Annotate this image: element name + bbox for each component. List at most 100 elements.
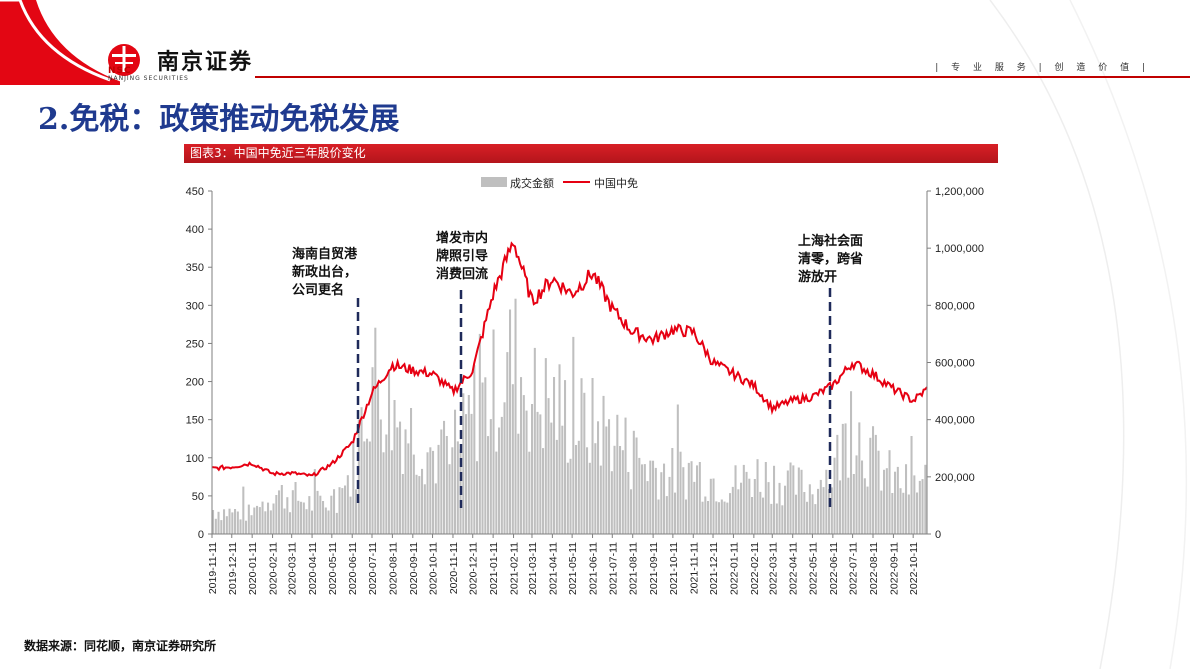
volume-bar [588, 462, 591, 534]
volume-bar [924, 464, 927, 534]
volume-bar [781, 505, 784, 534]
volume-bar [561, 425, 564, 534]
volume-bar [503, 402, 506, 534]
volume-bar [462, 393, 465, 534]
volume-bar [344, 485, 347, 534]
volume-bar [451, 447, 454, 534]
volume-bar [861, 460, 864, 534]
volume-bar [729, 493, 732, 534]
volume-bar [437, 444, 440, 534]
x-axis-tick-label: 2019-12-11 [227, 542, 239, 595]
volume-bar [726, 502, 729, 534]
x-axis-tick-label: 2020-12-11 [468, 542, 480, 595]
volume-bar [797, 467, 800, 534]
volume-bar [880, 490, 883, 534]
volume-bar [564, 380, 567, 534]
volume-bar [715, 501, 718, 534]
volume-bar [830, 487, 833, 534]
volume-bar [638, 457, 641, 534]
volume-bar [894, 471, 897, 534]
volume-bar [553, 377, 556, 534]
volume-bar [745, 471, 748, 534]
volume-bar [429, 447, 432, 534]
volume-bar [572, 336, 575, 534]
volume-bar [577, 440, 580, 534]
volume-bar [621, 450, 624, 534]
volume-bar [819, 479, 822, 534]
left-axis-tick-label: 200 [186, 377, 204, 389]
volume-bar [918, 480, 921, 534]
volume-bar [544, 358, 547, 534]
volume-bar [863, 478, 866, 534]
volume-bar [272, 503, 275, 534]
x-axis-tick-label: 2020-11-11 [448, 542, 460, 594]
volume-bar [701, 501, 704, 534]
volume-bar [231, 512, 234, 534]
volume-bar [418, 476, 421, 534]
volume-bar [616, 414, 619, 534]
volume-bar [517, 433, 520, 534]
volume-bar [500, 416, 503, 534]
volume-bar [250, 515, 253, 534]
x-axis-tick-label: 2022-04-11 [788, 542, 800, 595]
volume-bar [795, 494, 798, 534]
volume-bar [883, 469, 886, 534]
volume-bar [319, 495, 322, 534]
volume-bar [709, 478, 712, 534]
left-axis-tick-label: 300 [186, 300, 204, 312]
volume-bar [649, 460, 652, 534]
volume-bar [839, 480, 842, 534]
x-axis-tick-label: 2022-08-11 [868, 542, 880, 595]
volume-bar [434, 483, 437, 534]
volume-bar [833, 457, 836, 534]
volume-bar [764, 462, 767, 534]
volume-bar [605, 426, 608, 534]
volume-bar [778, 482, 781, 534]
volume-bar [220, 520, 223, 534]
volume-bar [360, 407, 363, 534]
volume-bar [412, 454, 415, 534]
legend-swatch-volume [481, 177, 507, 187]
volume-bar [808, 484, 811, 534]
volume-bar [610, 471, 613, 534]
volume-bar [643, 464, 646, 534]
corner-swoosh-left [0, 0, 120, 85]
volume-bar [542, 448, 545, 534]
volume-bar [357, 419, 360, 534]
volume-bar [885, 468, 888, 534]
volume-bar [393, 400, 396, 534]
volume-bar [539, 414, 542, 534]
volume-bar [800, 469, 803, 534]
volume-bar [522, 395, 525, 534]
volume-bar [759, 491, 762, 534]
volume-bar [506, 352, 509, 534]
volume-bar [602, 395, 605, 534]
x-axis-tick-label: 2022-01-11 [728, 542, 740, 595]
volume-bar [269, 510, 272, 534]
volume-bar [379, 419, 382, 534]
volume-bar [291, 490, 294, 534]
volume-bar [723, 501, 726, 534]
x-axis-tick-label: 2020-07-11 [367, 542, 379, 595]
volume-bar [528, 451, 531, 534]
volume-bar [676, 404, 679, 534]
volume-bar [256, 505, 259, 534]
volume-bar [770, 503, 773, 534]
volume-bar [261, 501, 264, 534]
volume-bar [632, 430, 635, 534]
volume-bar [280, 485, 283, 534]
volume-bar [388, 370, 391, 534]
volume-bar [396, 427, 399, 534]
volume-bar [267, 502, 270, 534]
volume-bar [599, 465, 602, 534]
brand-english-name: NANJING SECURITIES [108, 75, 189, 82]
brand-name: 南京证券 [157, 49, 254, 75]
volume-bar [426, 452, 429, 534]
right-axis-tick-label: 600,000 [935, 358, 975, 370]
volume-bar [866, 486, 869, 534]
volume-bar [789, 462, 792, 534]
volume-bar [690, 461, 693, 534]
volume-bar [473, 365, 476, 534]
volume-bar [597, 421, 600, 534]
volume-bar [693, 481, 696, 534]
